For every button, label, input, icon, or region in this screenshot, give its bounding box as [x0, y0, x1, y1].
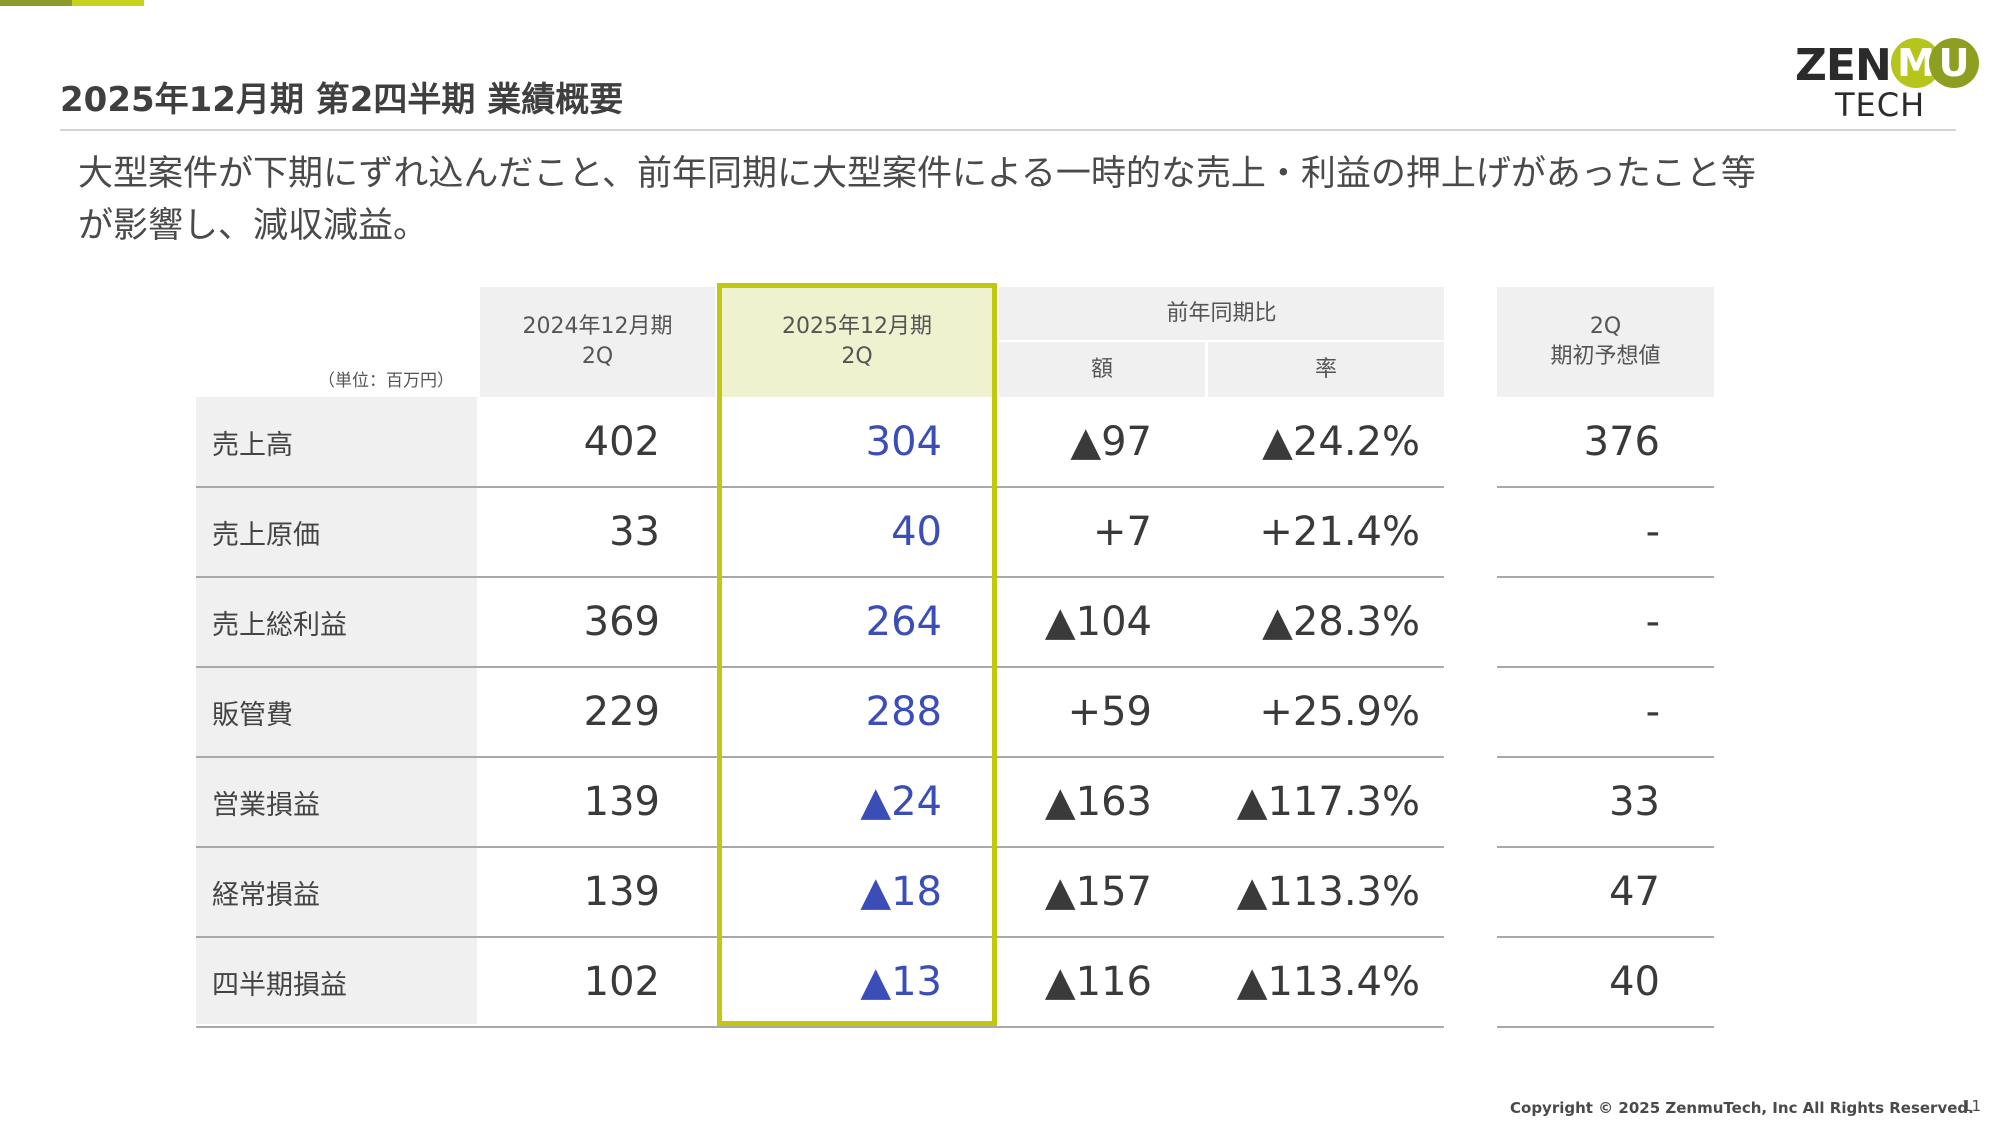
prev-value: 139: [583, 779, 660, 825]
prev-value: 402: [583, 419, 660, 465]
header-prev-line2: 2Q: [581, 344, 614, 369]
header-forecast-line1: 2Q: [1589, 314, 1622, 339]
forecast-row-divider: [1497, 936, 1714, 938]
logo-circle-u: U: [1929, 38, 1979, 88]
row-label: 経常損益: [212, 879, 320, 911]
row-divider: [196, 666, 1444, 668]
header-current-period: 2025年12月期 2Q: [719, 287, 995, 397]
yoy-rate-value: ▲117.3%: [1236, 779, 1420, 825]
forecast-value: 376: [1583, 419, 1660, 465]
yoy-amount-value: +7: [1093, 509, 1152, 555]
forecast-value: 47: [1609, 869, 1660, 915]
yoy-amount-value: ▲163: [1044, 779, 1152, 825]
current-value: 40: [891, 509, 942, 555]
forecast-value: -: [1645, 509, 1660, 555]
current-value: 264: [865, 599, 942, 645]
current-value: ▲24: [860, 779, 942, 825]
current-value: 288: [865, 689, 942, 735]
row-label: 売上原価: [212, 519, 320, 551]
forecast-value: 33: [1609, 779, 1660, 825]
row-divider: [196, 756, 1444, 758]
prev-value: 33: [609, 509, 660, 555]
header-forecast: 2Q 期初予想値: [1497, 287, 1714, 397]
page-number: 11: [1962, 1097, 1982, 1115]
yoy-amount-value: ▲116: [1044, 959, 1152, 1005]
yoy-amount-value: +59: [1067, 689, 1152, 735]
yoy-rate-value: +21.4%: [1259, 509, 1420, 555]
forecast-row-divider: [1497, 486, 1714, 488]
prev-value: 369: [583, 599, 660, 645]
yoy-amount-value: ▲97: [1070, 419, 1152, 465]
forecast-row-divider: [1497, 576, 1714, 578]
row-label: 売上総利益: [212, 609, 347, 641]
zenmutech-logo: ZEN M U TECH: [1795, 34, 1979, 124]
row-label: 販管費: [212, 699, 293, 731]
prev-value: 229: [583, 689, 660, 735]
forecast-row-divider: [1497, 666, 1714, 668]
row-divider: [196, 846, 1444, 848]
prev-value: 102: [583, 959, 660, 1005]
yoy-rate-value: +25.9%: [1259, 689, 1420, 735]
unit-label: （単位：百万円）: [318, 371, 454, 391]
forecast-value: -: [1645, 599, 1660, 645]
yoy-amount-value: ▲104: [1044, 599, 1152, 645]
row-divider: [196, 1026, 1444, 1028]
header-prev-line1: 2024年12月期: [522, 314, 673, 339]
current-value: ▲13: [860, 959, 942, 1005]
yoy-rate-value: ▲113.4%: [1236, 959, 1420, 1005]
row-label: 四半期損益: [212, 969, 347, 1001]
forecast-row-divider: [1497, 846, 1714, 848]
title-divider: [60, 129, 1956, 131]
header-yoy-amount: 額: [999, 342, 1205, 397]
row-divider: [196, 486, 1444, 488]
summary-line-2: が影響し、減収減益。: [78, 206, 429, 246]
current-value: 304: [865, 419, 942, 465]
summary-text: 大型案件が下期にずれ込んだこと、前年同期に大型案件による一時的な売上・利益の押上…: [78, 148, 1928, 252]
header-forecast-line2: 期初予想値: [1550, 344, 1661, 369]
row-label-column: [196, 397, 477, 1024]
yoy-rate-value: ▲113.3%: [1236, 869, 1420, 915]
copyright-notice: Copyright © 2025 ZenmuTech, Inc All Righ…: [1510, 1099, 1974, 1117]
yoy-amount-value: ▲157: [1044, 869, 1152, 915]
page-title: 2025年12月期 第2四半期 業績概要: [60, 80, 624, 120]
summary-line-1: 大型案件が下期にずれ込んだこと、前年同期に大型案件による一時的な売上・利益の押上…: [78, 154, 1756, 194]
forecast-value: -: [1645, 689, 1660, 735]
row-label: 営業損益: [212, 789, 320, 821]
header-prev-period: 2024年12月期 2Q: [480, 287, 715, 397]
logo-text-zen: ZEN: [1795, 40, 1892, 91]
yoy-rate-value: ▲24.2%: [1262, 419, 1420, 465]
row-divider: [196, 576, 1444, 578]
top-accent-bar-lime: [72, 0, 144, 6]
header-yoy-rate: 率: [1208, 342, 1444, 397]
row-divider: [196, 936, 1444, 938]
top-accent-bar-olive: [0, 0, 72, 6]
forecast-row-divider: [1497, 756, 1714, 758]
header-yoy: 前年同期比: [999, 287, 1444, 340]
forecast-row-divider: [1497, 1026, 1714, 1028]
row-label: 売上高: [212, 429, 293, 461]
current-value: ▲18: [860, 869, 942, 915]
header-curr-line1: 2025年12月期: [782, 314, 932, 339]
current-period-highlight: [717, 283, 997, 1026]
yoy-rate-value: ▲28.3%: [1262, 599, 1420, 645]
prev-value: 139: [583, 869, 660, 915]
forecast-value: 40: [1609, 959, 1660, 1005]
logo-text-tech: TECH: [1835, 86, 1926, 124]
header-curr-line2: 2Q: [841, 344, 873, 369]
